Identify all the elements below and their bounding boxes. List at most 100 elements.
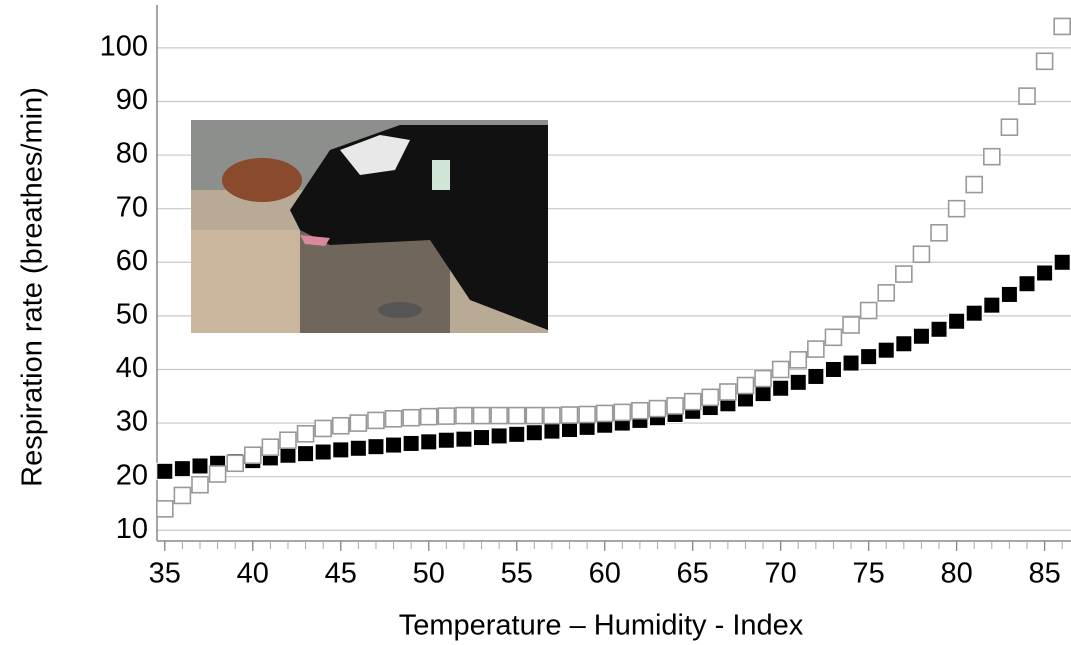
x-axis-title: Temperature – Humidity - Index [399,610,804,642]
open-square-marker [208,465,227,483]
open-square-marker [683,392,702,411]
open-square-marker [455,406,473,425]
open-square-marker [525,406,544,425]
y-tick-label: 70 [116,191,148,223]
open-square-marker [789,351,808,369]
filled-square-marker [877,341,895,359]
open-square-marker [631,401,649,420]
filled-square-marker [842,354,860,372]
y-tick-label: 30 [116,406,148,438]
open-square-marker [613,403,632,422]
open-square-marker [402,408,420,427]
x-tick-label: 70 [765,558,797,590]
open-square-marker [173,486,192,505]
open-square-marker [279,431,297,450]
filled-square-marker [895,335,913,353]
open-square-marker [771,360,790,379]
open-square-marker [261,438,280,457]
filled-square-marker [543,422,561,440]
filled-square-marker [191,457,209,475]
filled-square-marker [824,360,842,378]
open-square-marker [191,475,209,494]
open-square-marker [226,454,244,473]
open-square-marker [754,369,772,388]
y-tick-label: 10 [116,513,148,545]
filled-square-marker [173,460,191,478]
x-tick-label: 65 [677,558,709,590]
filled-square-marker [473,429,491,447]
open-square-marker [648,399,667,418]
open-square-marker [1035,52,1054,71]
x-tick-label: 50 [413,558,445,590]
open-square-marker [719,383,737,401]
filled-square-marker [860,348,878,366]
open-square-marker [490,406,508,425]
y-tick-label: 100 [100,31,148,63]
open-square-marker [543,406,561,425]
x-tick-label: 85 [1028,558,1060,590]
y-axis-title: Respiration rate (breathes/min) [17,87,49,487]
open-square-marker [859,301,878,320]
filled-square-marker [772,379,790,397]
open-square-marker [983,147,1001,166]
open-square-marker [578,405,596,424]
filled-square-marker [402,434,420,452]
x-tick-label: 40 [237,558,269,590]
open-square-marker [560,406,579,424]
filled-square-marker [455,430,473,448]
open-square-marker [930,224,948,242]
filled-square-marker [807,367,825,385]
x-tick-label: 60 [589,558,621,590]
filled-square-marker [1000,285,1018,303]
filled-square-marker [561,421,579,439]
filled-square-marker [1018,275,1036,293]
open-square-marker [895,265,913,283]
filled-square-marker [508,425,526,443]
filled-square-marker [367,438,385,456]
x-tick-label: 75 [853,558,885,590]
filled-square-marker [490,427,508,445]
filled-square-marker [297,445,315,463]
filled-square-marker [1036,264,1054,282]
y-tick-label: 80 [116,138,148,170]
open-square-marker [666,397,684,415]
x-tick-label: 55 [501,558,533,590]
open-square-marker [243,446,262,465]
open-square-marker [736,376,755,395]
open-square-marker [437,407,456,425]
filled-square-marker [525,424,543,442]
filled-square-marker [437,431,455,449]
y-tick-label: 40 [116,352,148,384]
open-square-marker [314,419,332,438]
open-square-marker [472,406,491,425]
open-square-marker [807,340,825,358]
open-square-marker [419,407,438,426]
filled-square-marker [156,462,174,480]
open-square-marker [1018,87,1036,105]
open-square-marker [155,500,174,518]
open-square-marker [912,245,931,264]
filled-square-marker [332,441,350,459]
filled-square-marker [948,312,966,330]
y-tick-label: 20 [116,459,148,491]
open-square-marker [947,199,966,218]
open-square-marker [1053,17,1071,36]
open-square-marker [824,328,843,347]
open-square-marker [349,414,368,432]
filled-square-marker [789,373,807,391]
filled-square-marker [385,436,403,454]
open-square-marker [367,411,385,430]
open-square-marker [842,316,860,334]
filled-square-marker [420,433,438,451]
y-tick-label: 50 [116,299,148,331]
filled-square-marker [930,320,948,338]
y-tick-label: 60 [116,245,148,277]
open-square-marker [595,404,614,423]
open-square-marker [331,416,350,435]
x-tick-label: 45 [325,558,357,590]
filled-square-marker [754,385,772,403]
x-tick-label: 80 [940,558,972,590]
open-square-marker [877,284,896,302]
filled-square-marker [912,327,930,345]
